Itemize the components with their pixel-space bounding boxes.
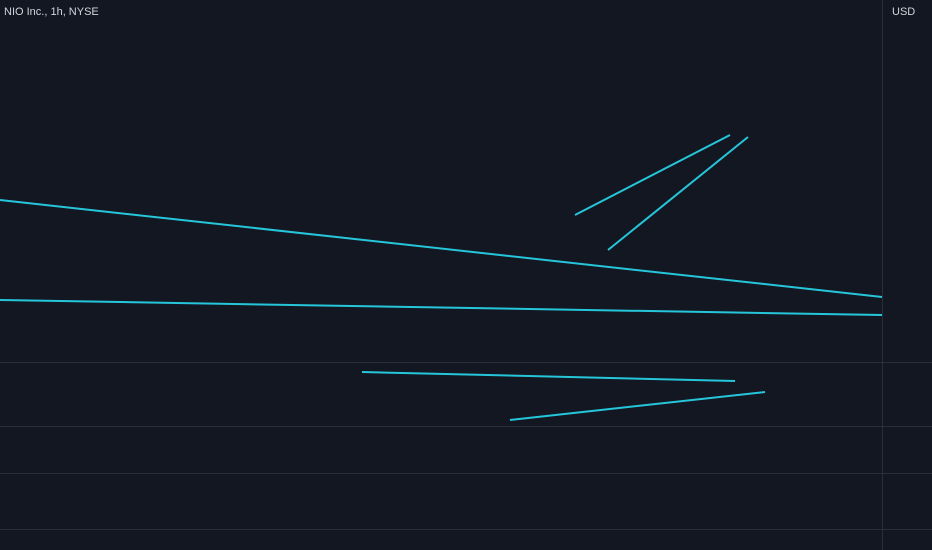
trend-line <box>574 134 731 216</box>
chart-title: NIO Inc., 1h, NYSE <box>4 6 99 18</box>
trend-line <box>0 199 883 298</box>
trend-line <box>607 136 749 251</box>
trend-line <box>509 391 766 421</box>
trend-lines <box>0 134 883 421</box>
currency: USD <box>892 6 915 18</box>
trend-line <box>361 371 736 382</box>
trend-line <box>0 299 883 316</box>
